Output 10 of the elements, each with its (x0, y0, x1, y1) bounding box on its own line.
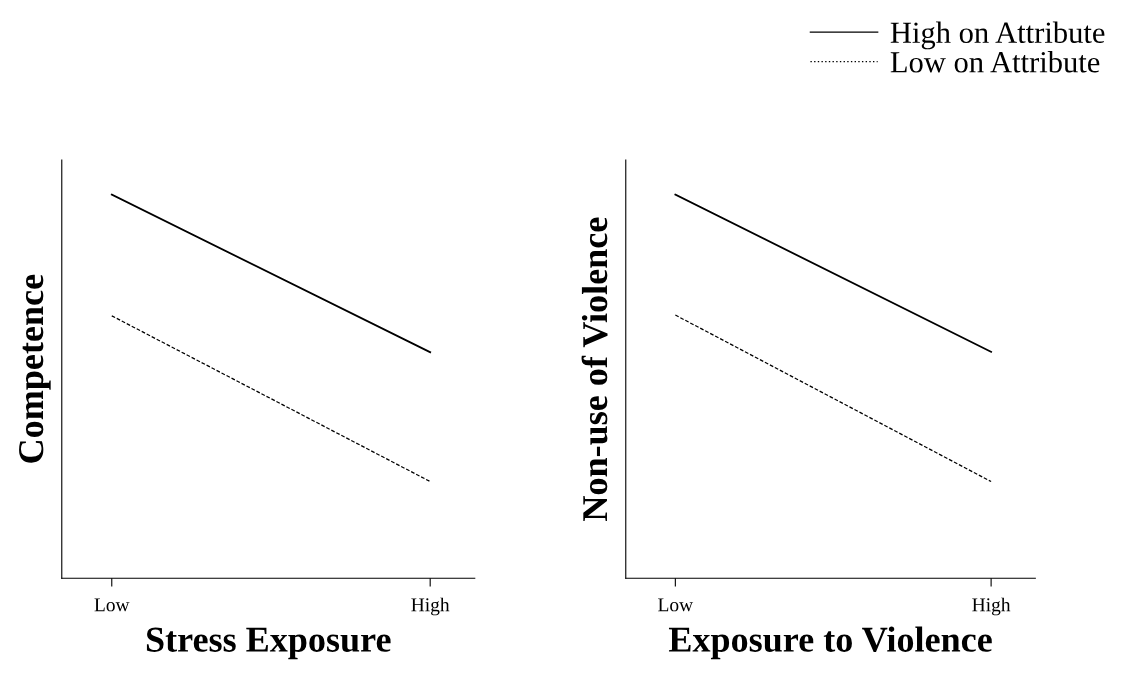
x-tick-label: Low (94, 598, 130, 612)
x-axis-title: Stress Exposure (146, 627, 391, 660)
y-axis-title: Non-use of Violence (581, 217, 608, 521)
legend-label: High on Attribute (890, 21, 1105, 50)
y-axis-title: Competence (19, 274, 51, 463)
x-tick-label: Low (658, 598, 694, 612)
x-axis-title: Exposure to Violence (668, 626, 992, 660)
legend-label: Low on Attribute (890, 51, 1100, 73)
x-tick-label: High (411, 597, 450, 616)
x-tick-label: High (972, 597, 1011, 616)
